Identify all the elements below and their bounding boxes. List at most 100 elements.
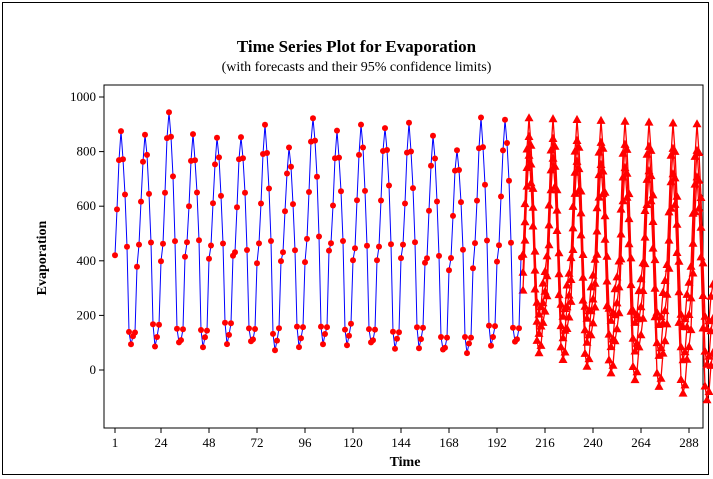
forecast-upper-point (550, 141, 560, 150)
forecast-lower-point (596, 159, 606, 168)
observed-point (298, 335, 304, 342)
y-axis-label: Evaporation (35, 220, 50, 295)
forecast-upper-point (606, 315, 616, 324)
observed-point (202, 334, 208, 341)
forecast-point (526, 159, 536, 168)
forecast-upper-point (668, 118, 678, 127)
observed-point (492, 323, 498, 330)
forecast-upper-point (620, 116, 630, 125)
observed-point (352, 245, 358, 252)
observed-point (402, 200, 408, 207)
observed-point (362, 187, 368, 194)
forecast-upper-point (700, 311, 710, 320)
observed-point (434, 198, 440, 205)
observed-point (478, 114, 484, 121)
observed-point (220, 240, 226, 247)
forecast-point (530, 265, 540, 274)
forecast-upper-point (590, 254, 600, 263)
observed-point (122, 191, 128, 198)
observed-point (400, 241, 406, 248)
observed-point (290, 201, 296, 208)
observed-point (442, 344, 448, 351)
observed-point (244, 247, 250, 253)
forecast-upper-point (520, 199, 530, 208)
observed-point (154, 334, 160, 340)
forecast-point (572, 135, 582, 144)
forecast-point (698, 290, 708, 299)
observed-point (216, 154, 222, 161)
forecast-lower-point (672, 247, 682, 256)
forecast-lower-point (584, 354, 594, 363)
observed-line (114, 112, 522, 354)
observed-point (208, 242, 214, 249)
forecast-point (622, 168, 632, 177)
forecast-lower-point (654, 381, 664, 390)
observed-point (246, 325, 252, 332)
y-tick-label: 200 (77, 307, 97, 322)
observed-point (250, 336, 256, 343)
forecast-lower-point (582, 361, 592, 370)
forecast-upper-point (674, 256, 684, 265)
forecast-lower-point (548, 153, 558, 162)
forecast-point (648, 216, 658, 225)
observed-point (366, 326, 372, 333)
forecast-point (582, 337, 592, 346)
forecast-point (652, 338, 662, 347)
y-tick-label: 400 (77, 253, 97, 268)
forecast-lower-point (694, 203, 704, 212)
x-tick-label: 288 (679, 435, 699, 450)
observed-point (416, 345, 422, 352)
observed-point (384, 147, 390, 153)
forecast-point (562, 302, 572, 311)
forecast-lower-point (628, 361, 638, 370)
forecast-point (598, 166, 608, 175)
forecast-upper-point (578, 249, 588, 258)
observed-point (212, 161, 218, 168)
observed-point (464, 350, 470, 357)
observed-point (150, 321, 156, 328)
observed-point (444, 334, 450, 341)
forecast-lower-point (528, 221, 538, 230)
forecast-upper-point (598, 143, 608, 152)
observed-point (270, 330, 276, 337)
forecast-upper-point (626, 253, 636, 262)
observed-point (184, 239, 190, 246)
forecast-upper-point (564, 268, 574, 277)
observed-point (314, 173, 320, 180)
forecast-lower-point (688, 268, 698, 277)
observed-point (158, 258, 164, 265)
observed-point (346, 332, 352, 339)
forecast-point (550, 161, 560, 170)
observed-point (304, 235, 310, 242)
observed-point (472, 240, 478, 247)
observed-point (372, 326, 378, 333)
observed-point (120, 156, 126, 163)
forecast-upper-point (574, 142, 584, 151)
observed-point (170, 173, 176, 180)
forecast-point (638, 285, 648, 294)
observed-point (494, 258, 500, 265)
observed-point (162, 189, 168, 196)
observed-point (132, 329, 138, 336)
observed-point (504, 140, 510, 146)
forecast-lower-point (700, 381, 710, 390)
forecast-point (556, 321, 566, 330)
observed-point (342, 326, 348, 333)
observed-point (438, 334, 444, 340)
forecast-upper-point (580, 301, 590, 310)
observed-point (436, 252, 442, 259)
observed-point (480, 144, 486, 151)
observed-point (458, 199, 464, 206)
forecast-lower-point (634, 342, 644, 351)
observed-point (300, 324, 306, 331)
forecast-upper-point (542, 251, 552, 260)
x-tick-label: 240 (583, 435, 603, 450)
forecast-point (564, 290, 574, 299)
observed-point (500, 147, 506, 154)
observed-point (160, 240, 166, 247)
observed-point (318, 323, 324, 330)
observed-point (264, 150, 270, 156)
forecast-point (588, 294, 598, 303)
observed-point (338, 188, 344, 195)
forecast-lower-point (536, 340, 546, 349)
